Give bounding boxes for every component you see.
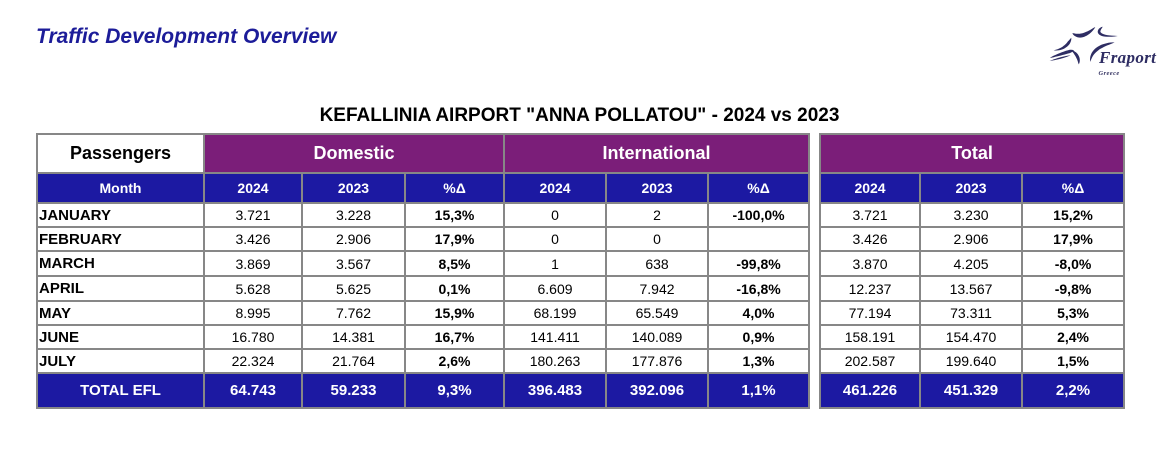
svg-text:Fraport: Fraport — [1098, 48, 1157, 67]
svg-text:Greece: Greece — [1099, 70, 1120, 77]
